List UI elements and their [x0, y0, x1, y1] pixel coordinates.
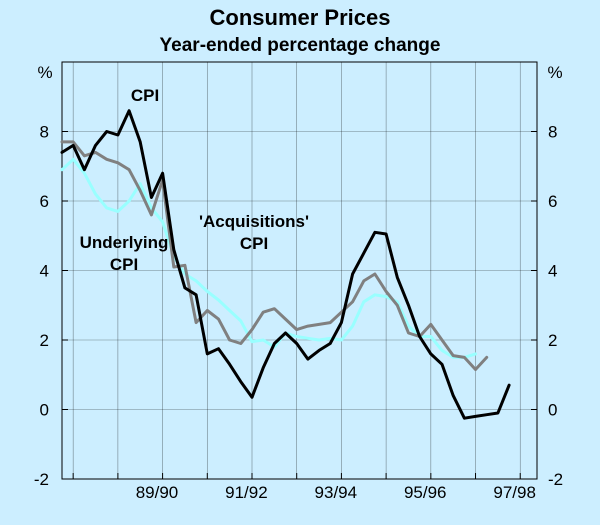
- y-tick-label-left-5: 8: [40, 123, 49, 142]
- grid-layer: [62, 62, 537, 479]
- series-line-cpi: [60, 109, 511, 420]
- y-axis-unit-right: %: [547, 63, 562, 82]
- x-tick-label-4: 97/98: [493, 483, 536, 502]
- series-line--acquisitions-cpi: [60, 140, 489, 371]
- y-tick-label-left-3: 4: [40, 262, 49, 281]
- chart-title: Consumer Prices: [210, 5, 391, 30]
- y-tick-label-right-0: -2: [548, 470, 563, 489]
- annotation-underlying-line1: Underlying: [80, 233, 169, 252]
- y-tick-label-right-2: 2: [548, 331, 557, 350]
- x-tick-label-3: 95/96: [404, 483, 447, 502]
- y-tick-label-right-1: 0: [548, 401, 557, 420]
- y-tick-label-right-5: 8: [548, 123, 557, 142]
- y-tick-label-right-3: 4: [548, 262, 557, 281]
- series-layer: [60, 109, 511, 420]
- y-tick-label-left-4: 6: [40, 192, 49, 211]
- annotation-underlying-line2: CPI: [110, 255, 138, 274]
- chart-subtitle: Year-ended percentage change: [160, 35, 441, 56]
- y-axis-unit-left: %: [37, 63, 52, 82]
- axis-layer: [61, 61, 538, 480]
- y-tick-label-left-2: 2: [40, 331, 49, 350]
- annotation-cpi: CPI: [131, 86, 159, 105]
- y-tick-label-left-0: -2: [34, 470, 49, 489]
- y-tick-label-left-1: 0: [40, 401, 49, 420]
- x-tick-label-2: 93/94: [315, 483, 358, 502]
- annotation-acquisitions-line1: 'Acquisitions': [199, 212, 309, 231]
- annotation-acquisitions-line2: CPI: [240, 234, 268, 253]
- x-tick-label-1: 91/92: [225, 483, 268, 502]
- label-layer: -2 -2 0 0 2 2 4 4 6 6 8 8 89/90 91/92 93/94 95/96 97/98: [34, 123, 563, 503]
- series-line-underlying-cpi: [60, 157, 477, 359]
- y-tick-label-right-4: 6: [548, 192, 557, 211]
- x-tick-label-0: 89/90: [136, 483, 179, 502]
